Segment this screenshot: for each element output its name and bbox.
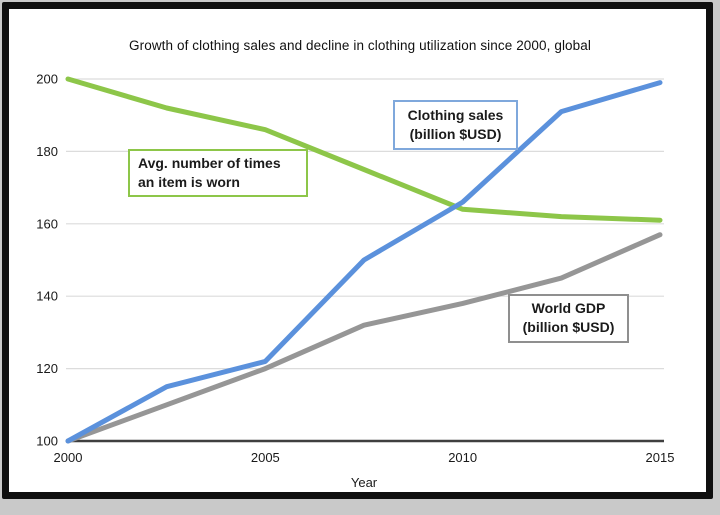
y-tick-label: 140 — [36, 289, 58, 304]
chart-title: Growth of clothing sales and decline in … — [129, 38, 591, 53]
legend-box-times-worn: Avg. number of times an item is worn — [128, 149, 308, 197]
legend-times-worn-line2: an item is worn — [138, 174, 240, 190]
x-tick-label: 2005 — [251, 450, 280, 465]
legend-box-world-gdp: World GDP (billion $USD) — [508, 294, 629, 343]
chart-frame — [2, 2, 713, 499]
y-tick-label: 200 — [36, 72, 58, 87]
y-tick-label: 180 — [36, 144, 58, 159]
series-line-clothing-sales — [65, 80, 663, 444]
x-tick-label: 2015 — [646, 450, 675, 465]
legend-clothing-sales-line2: (billion $USD) — [409, 126, 502, 142]
x-tick-label: 2010 — [448, 450, 477, 465]
legend-world-gdp-line2: (billion $USD) — [522, 319, 615, 335]
y-tick-label: 120 — [36, 361, 58, 376]
legend-world-gdp-line1: World GDP — [531, 300, 606, 316]
legend-clothing-sales-line1: Clothing sales — [407, 107, 504, 123]
legend-box-clothing-sales: Clothing sales (billion $USD) — [393, 100, 518, 150]
y-tick-label: 160 — [36, 216, 58, 231]
series-line-world-gdp — [65, 232, 663, 444]
y-tick-label: 100 — [36, 434, 58, 449]
x-axis-title: Year — [351, 475, 378, 490]
x-tick-label: 2000 — [54, 450, 83, 465]
series-line-times-worn — [65, 76, 663, 223]
legend-times-worn-line1: Avg. number of times — [138, 155, 281, 171]
